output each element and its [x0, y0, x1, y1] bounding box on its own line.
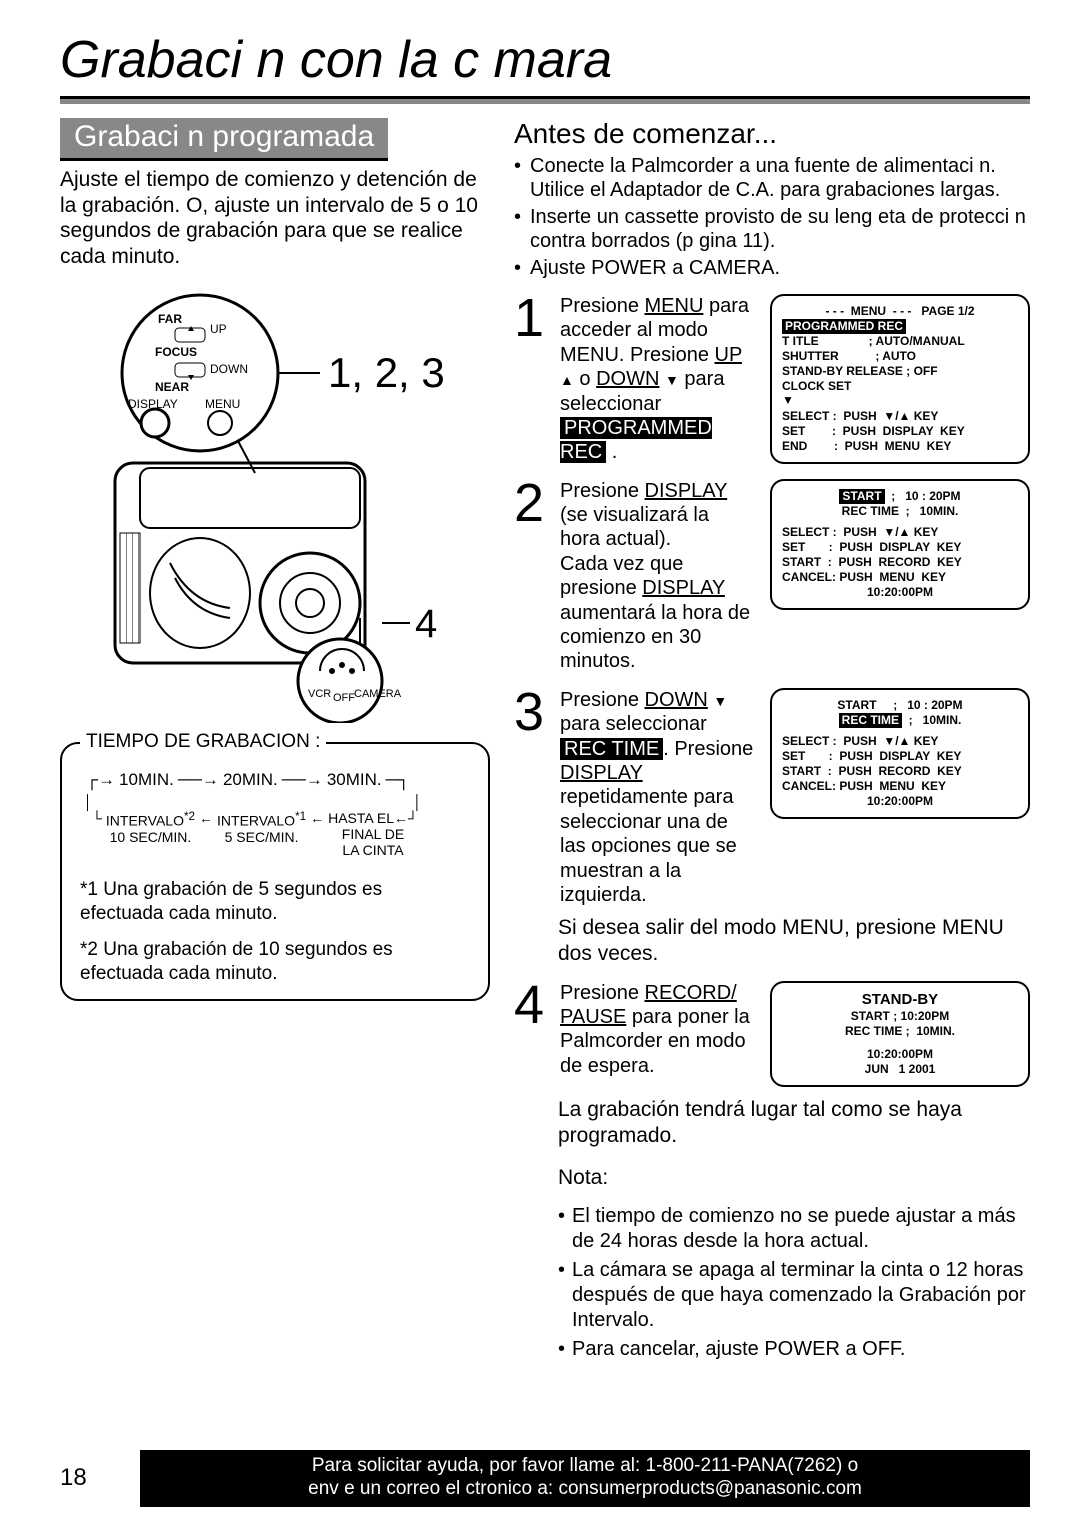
- bullet-2: Inserte un cassette provisto de su leng …: [514, 205, 1030, 254]
- tiempo-box: TIEMPO DE GRABACION : ┌→10MIN. ──→20MIN.…: [60, 742, 490, 1001]
- nota-title: Nota:: [558, 1165, 1030, 1191]
- title-underline: [60, 96, 1030, 104]
- svg-text:UP: UP: [210, 322, 227, 336]
- camera-diagram: FAR UP FOCUS DOWN NEAR DISPLAY MENU 1, 2…: [60, 293, 480, 723]
- section-header: Grabaci n programada: [60, 118, 388, 161]
- osd-rectime: START ; 10 : 20PM REC TIME ; 10MIN. SELE…: [770, 688, 1030, 819]
- svg-text:MENU: MENU: [205, 397, 240, 411]
- intro-text: Ajuste el tiempo de comienzo y detención…: [60, 167, 490, 269]
- step4-body: Presione RECORD/PAUSE para poner la Palm…: [560, 981, 754, 1079]
- tiempo-foot1: *1 Una grabación de 5 segundos es efectu…: [80, 878, 470, 926]
- step2-body: Presione DISPLAY (se visualizará la hora…: [560, 479, 754, 674]
- tiempo-row1: ┌→10MIN. ──→20MIN. ──→30MIN.─┐: [86, 770, 470, 790]
- bullet-3: Ajuste POWER a CAMERA.: [514, 256, 1030, 280]
- osd-standby: STAND-BY START ; 10:20PM REC TIME ; 10MI…: [770, 981, 1030, 1088]
- svg-text:CAMERA: CAMERA: [354, 688, 402, 700]
- step2-num: 2: [514, 479, 552, 528]
- svg-text:NEAR: NEAR: [155, 380, 189, 394]
- step4-num: 4: [514, 981, 552, 1030]
- osd-start: START ; 10 : 20PM REC TIME ; 10MIN. SELE…: [770, 479, 1030, 610]
- svg-text:DOWN: DOWN: [210, 362, 248, 376]
- step4-label: 4: [415, 602, 437, 646]
- tiempo-foot2: *2 Una grabación de 10 segundos es efect…: [80, 938, 470, 986]
- steps-123-label: 1, 2, 3: [328, 349, 445, 396]
- footer-bar: Para solicitar ayuda, por favor llame al…: [140, 1450, 1030, 1508]
- svg-text:DISPLAY: DISPLAY: [128, 397, 178, 411]
- svg-text:OFF: OFF: [333, 692, 355, 704]
- note-3: Para cancelar, ajuste POWER a OFF.: [558, 1337, 1030, 1362]
- page-number: 18: [60, 1464, 120, 1492]
- step1-num: 1: [514, 294, 552, 343]
- step4-after: La grabación tendrá lugar tal como se ha…: [558, 1097, 1030, 1148]
- step3-num: 3: [514, 688, 552, 737]
- footer: 18 Para solicitar ayuda, por favor llame…: [60, 1450, 1030, 1508]
- osd-menu-1: - - - MENU - - - PAGE 1/2 PROGRAMMED REC…: [770, 294, 1030, 464]
- far-label: FAR: [158, 312, 182, 326]
- page-title: Grabaci n con la c mara: [60, 30, 1030, 96]
- tiempo-title: TIEMPO DE GRABACION :: [80, 731, 326, 753]
- svg-text:VCR: VCR: [308, 688, 331, 700]
- tiempo-row2: └ INTERVALO*2 10 SEC/MIN. ← INTERVALO*1 …: [92, 810, 470, 858]
- antes-title: Antes de comenzar...: [514, 118, 1030, 150]
- bullet-1: Conecte la Palmcorder a una fuente de al…: [514, 154, 1030, 203]
- note-1: El tiempo de comienzo no se puede ajusta…: [558, 1204, 1030, 1254]
- note-2: La cámara se apaga al terminar la cinta …: [558, 1258, 1030, 1333]
- step3-body: Presione DOWN ▼ para seleccionar REC TIM…: [560, 688, 754, 908]
- step1-body: Presione MENU para acceder al modo MENU.…: [560, 294, 754, 465]
- svg-text:FOCUS: FOCUS: [155, 345, 197, 359]
- step3-exit: Si desea salir del modo MENU, presione M…: [558, 915, 1030, 966]
